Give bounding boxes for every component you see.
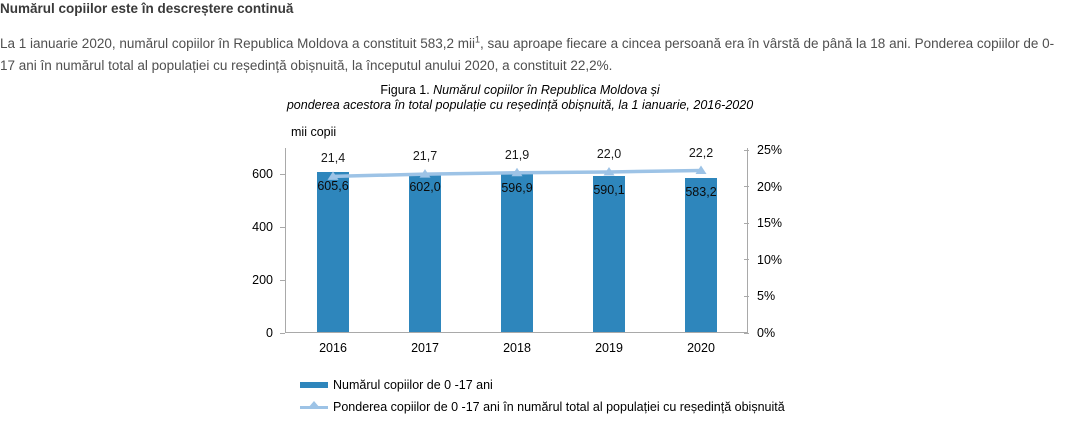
line-value-label-2018: 21,9 [504,147,530,162]
legend-item-line: Ponderea copiilor de 0 -17 ani în număru… [300,396,785,418]
line-series-swatch [300,400,328,409]
paragraph-text: , sau aproape fiecare a cincea persoană … [0,36,1055,73]
bar-value-label-2020: 583,2 [685,184,717,199]
left-axis-tick [280,332,285,334]
left-axis-tick-label: 0 [266,326,273,340]
right-axis-tick-label: 10% [757,252,783,267]
right-axis-tick-label: 5% [757,289,776,304]
bar-value-label-2018: 596,9 [501,181,533,196]
bar-2017 [409,172,441,332]
bar-2018 [501,174,533,332]
line-value-label-2019: 22,0 [596,146,622,161]
left-axis-tick-label: 200 [252,273,273,288]
right-axis-tick [744,186,749,188]
line-series [327,165,707,180]
left-axis-tick [280,226,285,228]
left-axis-tick-label: 400 [252,220,273,235]
x-axis-label-2016: 2016 [319,341,347,355]
line-marker-2018 [511,167,523,177]
footnote-marker: 1 [475,34,481,45]
line-marker-2016 [327,171,339,180]
triangle-marker-icon [308,400,320,408]
line-value-label-2017: 21,7 [412,149,438,164]
paragraph-text: La 1 ianuarie 2020, numărul copiilor în … [0,36,476,51]
x-axis-label-2018: 2018 [503,341,531,355]
intro-paragraph: La 1 ianuarie 2020, numărul copiilor în … [0,33,1069,77]
line-marker-2017 [419,169,431,178]
right-axis-tick-label: 20% [757,179,783,194]
left-axis-tick-label: 600 [252,167,273,182]
figure-caption: Figura 1. Numărul copiilor în Republica … [230,83,810,113]
left-axis-unit-label: mii copii [291,125,337,139]
legend-item-bars: Numărul copiilor de 0 -17 ani [300,374,785,396]
right-axis-tick-label: 0% [757,326,776,340]
chart-plot-area: 0 200 400 600 0% 5% 10% 15% 20% 25% 605,6 2016 602,0… [252,143,782,355]
figure-caption-line1: Figura 1. Numărul copiilor în Republica … [230,83,810,98]
line-value-label-2016: 21,4 [320,151,346,166]
bar-value-label-2019: 590,1 [593,183,625,198]
legend-label-line: Ponderea copiilor de 0 -17 ani în număru… [333,400,785,414]
right-axis-tick [744,295,749,297]
right-axis-tick [744,332,749,334]
bar-value-label-2016: 605,6 [317,178,349,193]
bar-2016 [317,171,349,332]
left-axis-tick [280,279,285,281]
line-marker-2020 [695,165,707,174]
legend-label-bars: Numărul copiilor de 0 -17 ani [333,378,493,392]
chart-legend: Numărul copiilor de 0 -17 ani Ponderea c… [300,374,785,418]
line-value-label-2020: 22,2 [688,145,714,160]
right-axis-tick [744,259,749,261]
line-marker-2019 [603,166,615,176]
x-axis-label-2020: 2020 [687,341,715,355]
left-axis-tick [280,173,285,175]
figure-number: Figura 1. [380,83,434,97]
right-axis-tick-label: 15% [757,216,783,231]
figure-title-part1: Numărul copiilor în Republica Moldova și [433,83,660,97]
right-axis-tick [744,149,749,151]
bar-2020 [685,177,717,332]
bar-2019 [593,176,625,332]
x-axis-label-2017: 2017 [411,341,439,355]
right-axis-tick [744,222,749,224]
figure-caption-line2: ponderea acestora în total populație cu … [230,98,810,113]
right-axis-tick-label: 25% [757,143,783,157]
figure-title-part2: ponderea acestora în total populație cu … [286,98,754,112]
bar-value-label-2017: 602,0 [409,179,441,194]
bar-series-swatch [300,382,328,388]
page-title: Numărul copiilor este în descreștere con… [0,1,294,16]
x-axis-label-2019: 2019 [595,341,623,355]
